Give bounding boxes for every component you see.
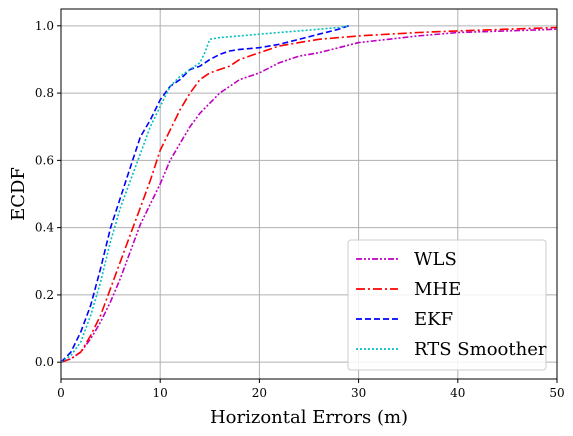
y-tick-label: 0.4 [35,221,54,235]
legend-label-wls: WLS [414,249,457,270]
axis-ticks: 0 10 20 30 40 50 0.0 0.2 0.4 0.6 0.8 1.0 [35,19,565,400]
y-tick-label: 0.6 [35,153,54,167]
legend-label-rts-smoother: RTS Smoother [414,339,547,360]
series-line-wls [60,28,558,363]
legend-label-mhe: MHE [414,279,461,300]
legend-box [347,239,547,371]
x-tick-label: 40 [450,386,465,400]
y-axis-title: ECDF [8,167,29,221]
x-tick-label: 10 [153,386,168,400]
series-line-mhe [60,26,558,363]
x-tick-label: 50 [549,386,564,400]
series-line-ekf [60,25,349,363]
y-tick-label: 0.2 [35,288,54,302]
series-lines [60,25,558,363]
y-tick-label: 1.0 [35,19,54,33]
x-tick-label: 20 [252,386,267,400]
x-tick-label: 30 [351,386,366,400]
series-line-rts-smoother [60,25,349,363]
legend-label-ekf: EKF [414,309,453,330]
legend: WLS MHE EKF RTS Smoother [347,239,547,371]
x-tick-label: 0 [57,386,65,400]
plot-frame [60,8,558,380]
y-tick-label: 0.0 [35,355,54,369]
x-axis-title: Horizontal Errors (m) [210,407,408,428]
y-tick-label: 0.8 [35,86,54,100]
